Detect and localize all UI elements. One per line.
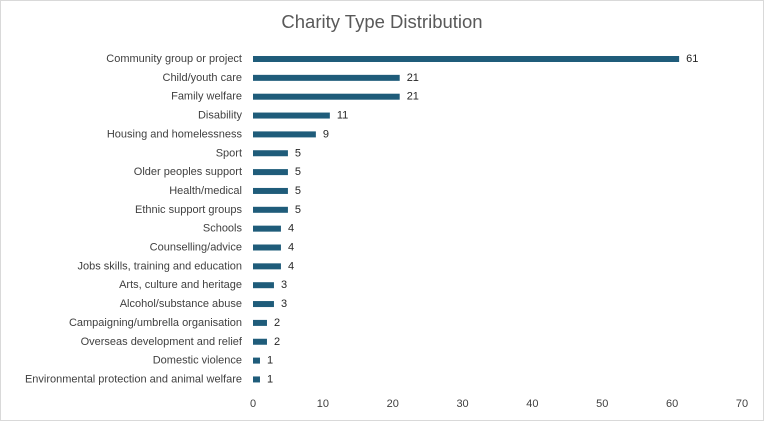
data-label: 9 <box>323 128 329 140</box>
data-label: 2 <box>274 336 280 348</box>
data-label: 5 <box>295 147 301 159</box>
category-label: Sport <box>216 147 242 159</box>
data-label: 11 <box>337 110 348 122</box>
bar <box>253 357 260 364</box>
bar <box>253 319 267 326</box>
chart-title: Charity Type Distribution <box>281 11 483 32</box>
data-label: 5 <box>295 204 301 216</box>
category-label: Counselling/advice <box>150 242 242 254</box>
data-label: 4 <box>288 223 294 235</box>
bar <box>253 93 400 100</box>
data-label: 1 <box>267 373 273 385</box>
bar <box>253 376 260 383</box>
category-label: Overseas development and relief <box>81 336 243 348</box>
category-label: Environmental protection and animal welf… <box>25 373 242 385</box>
category-label: Arts, culture and heritage <box>119 279 242 291</box>
bar <box>253 244 281 251</box>
bar <box>253 187 288 194</box>
category-label: Older peoples support <box>134 166 242 178</box>
x-tick-label: 70 <box>736 398 748 410</box>
x-tick-label: 20 <box>387 398 399 410</box>
bar <box>253 74 400 81</box>
data-label: 4 <box>288 260 294 272</box>
labels-layer: Community group or project 61 Child/youth … <box>25 53 698 385</box>
bar <box>253 112 330 119</box>
category-label: Health/medical <box>169 185 242 197</box>
x-tick-label: 30 <box>456 398 468 410</box>
bar <box>253 131 316 138</box>
bar <box>253 169 288 176</box>
data-label: 3 <box>281 298 287 310</box>
data-label: 21 <box>407 91 419 103</box>
x-tick-label: 60 <box>666 398 678 410</box>
x-tick-label: 40 <box>526 398 538 410</box>
category-label: Child/youth care <box>163 72 243 84</box>
bar <box>253 338 267 345</box>
data-label: 4 <box>288 242 294 254</box>
category-label: Family welfare <box>171 91 242 103</box>
x-tick-label: 0 <box>250 398 256 410</box>
data-label: 61 <box>686 53 698 65</box>
category-label: Schools <box>203 223 243 235</box>
category-label: Housing and homelessness <box>107 128 243 140</box>
data-label: 1 <box>267 355 273 367</box>
category-label: Alcohol/substance abuse <box>120 298 242 310</box>
bar <box>253 282 274 289</box>
x-tick-label: 10 <box>317 398 329 410</box>
data-label: 5 <box>295 166 301 178</box>
data-label: 21 <box>407 72 419 84</box>
category-label: Jobs skills, training and education <box>78 260 242 272</box>
x-tick-label: 50 <box>596 398 608 410</box>
bar <box>253 263 281 270</box>
bar <box>253 301 274 308</box>
category-label: Campaigning/umbrella organisation <box>69 317 242 329</box>
category-label: Disability <box>198 110 243 122</box>
x-axis: 0 10 20 30 40 50 60 70 <box>250 398 748 410</box>
category-label: Community group or project <box>106 53 242 65</box>
category-label: Domestic violence <box>153 355 242 367</box>
data-label: 2 <box>274 317 280 329</box>
bars-layer <box>253 56 680 383</box>
bar <box>253 56 680 62</box>
bar <box>253 206 288 213</box>
bar <box>253 225 281 232</box>
data-label: 5 <box>295 185 301 197</box>
data-label: 3 <box>281 279 287 291</box>
category-label: Ethnic support groups <box>135 204 243 216</box>
bar <box>253 150 288 157</box>
